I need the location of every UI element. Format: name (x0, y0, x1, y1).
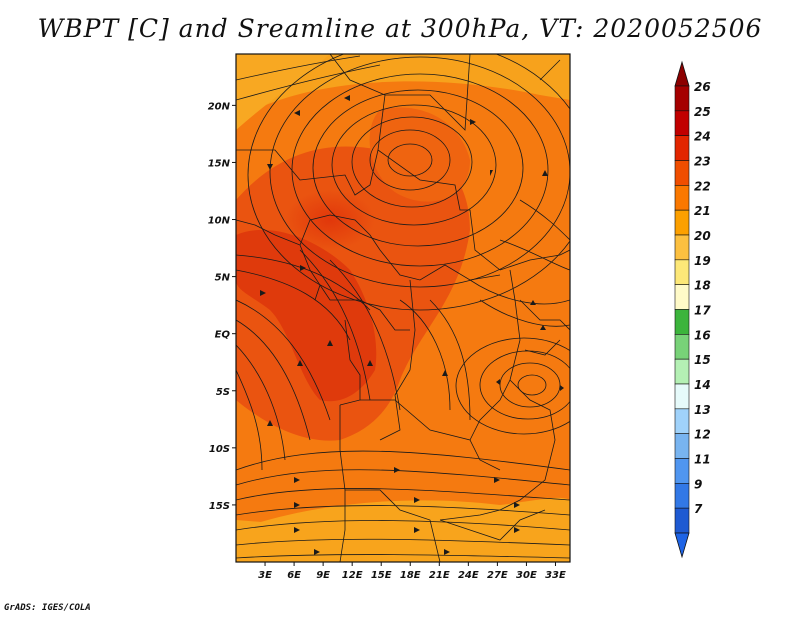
colorbar-label: 25 (694, 105, 711, 119)
colorbar-label: 11 (694, 453, 711, 467)
colorbar-swatch (674, 433, 690, 459)
lon-tick-label: 12E (342, 570, 363, 581)
streamlines (236, 54, 570, 559)
colorbar-label: 7 (694, 502, 703, 516)
lon-tick-label: 18E (400, 570, 421, 581)
colorbar-swatch (674, 408, 690, 434)
colorbar-label: 23 (694, 155, 711, 169)
map-frame (235, 53, 571, 563)
grads-credit: GrADS: IGES/COLA (4, 603, 91, 613)
wbpt-field-21-south (236, 497, 570, 562)
longitude-axis: 3E 6E 9E 12E 15E 18E 21E 24E 27E 30E 33E (258, 562, 566, 581)
lon-tick-label: 9E (316, 570, 330, 581)
colorbar-swatch (674, 309, 690, 335)
colorbar-label: 15 (694, 353, 711, 367)
colorbar-swatch (674, 85, 690, 112)
lon-tick-label: 27E (487, 570, 508, 581)
colorbar-swatch (674, 209, 690, 236)
colorbar-label: 17 (694, 304, 711, 318)
colorbar-label: 26 (694, 80, 711, 94)
colorbar-swatch (674, 110, 690, 136)
lat-tick-label: 20N (208, 101, 231, 112)
colorbar-label: 22 (694, 179, 711, 193)
lon-tick-label: 24E (458, 570, 479, 581)
colorbar-swatch (674, 507, 690, 534)
colorbar-swatch (674, 135, 690, 161)
colorbar-swatch (674, 458, 690, 484)
colorbar-swatch (674, 284, 690, 310)
lat-tick-label: 5N (215, 273, 231, 284)
map-plot-area (236, 54, 570, 562)
lat-tick-label: 10S (209, 444, 230, 455)
lon-tick-label: 30E (516, 570, 537, 581)
colorbar-swatch (674, 334, 690, 360)
streamline-arrows (260, 95, 564, 555)
lon-tick-label: 33E (545, 570, 566, 581)
lat-tick-label: 15N (208, 158, 231, 169)
wbpt-field-23b (369, 107, 470, 202)
colorbar-bottom-arrow (674, 532, 690, 559)
colorbar-label: 20 (694, 229, 711, 243)
lat-tick-label: EQ (215, 330, 231, 341)
colorbar-swatch (674, 234, 690, 261)
colorbar-label: 18 (694, 279, 711, 293)
lat-tick-label: 5S (216, 387, 230, 398)
latitude-axis: 20N 15N 10N 5N EQ 5S 10S 15S (208, 101, 236, 512)
colorbar-label: 13 (694, 403, 711, 417)
colorbar-label: 14 (694, 378, 711, 392)
chart-title: WBPT [C] and Sreamline at 300hPa, VT: 20… (37, 14, 763, 43)
lon-tick-label: 3E (258, 570, 272, 581)
colorbar-top-arrow (674, 60, 690, 87)
lon-tick-label: 21E (429, 570, 450, 581)
lon-tick-label: 15E (371, 570, 392, 581)
colorbar-label: 16 (694, 328, 711, 342)
colorbar-swatch (674, 483, 690, 509)
colorbar-swatch (674, 259, 690, 285)
wbpt-hotspot (285, 190, 375, 250)
colorbar-swatch (674, 160, 690, 186)
colorbar-label: 12 (694, 428, 711, 442)
wbpt-field-24 (236, 229, 377, 402)
colorbar-swatch (674, 358, 690, 385)
colorbar-label: 9 (694, 477, 702, 491)
colorbar-swatch (674, 383, 690, 410)
colorbar: 26 25 24 23 22 21 20 19 18 17 16 15 14 13 12 11 9 7 (674, 60, 711, 559)
colorbar-label: 24 (694, 130, 711, 144)
colorbar-label: 21 (694, 204, 711, 218)
lat-tick-label: 15S (209, 501, 230, 512)
wbpt-field-20 (236, 54, 330, 130)
lat-tick-label: 10N (208, 216, 231, 227)
lon-tick-label: 6E (287, 570, 301, 581)
colorbar-swatch (674, 185, 690, 211)
colorbar-label: 19 (694, 254, 711, 268)
